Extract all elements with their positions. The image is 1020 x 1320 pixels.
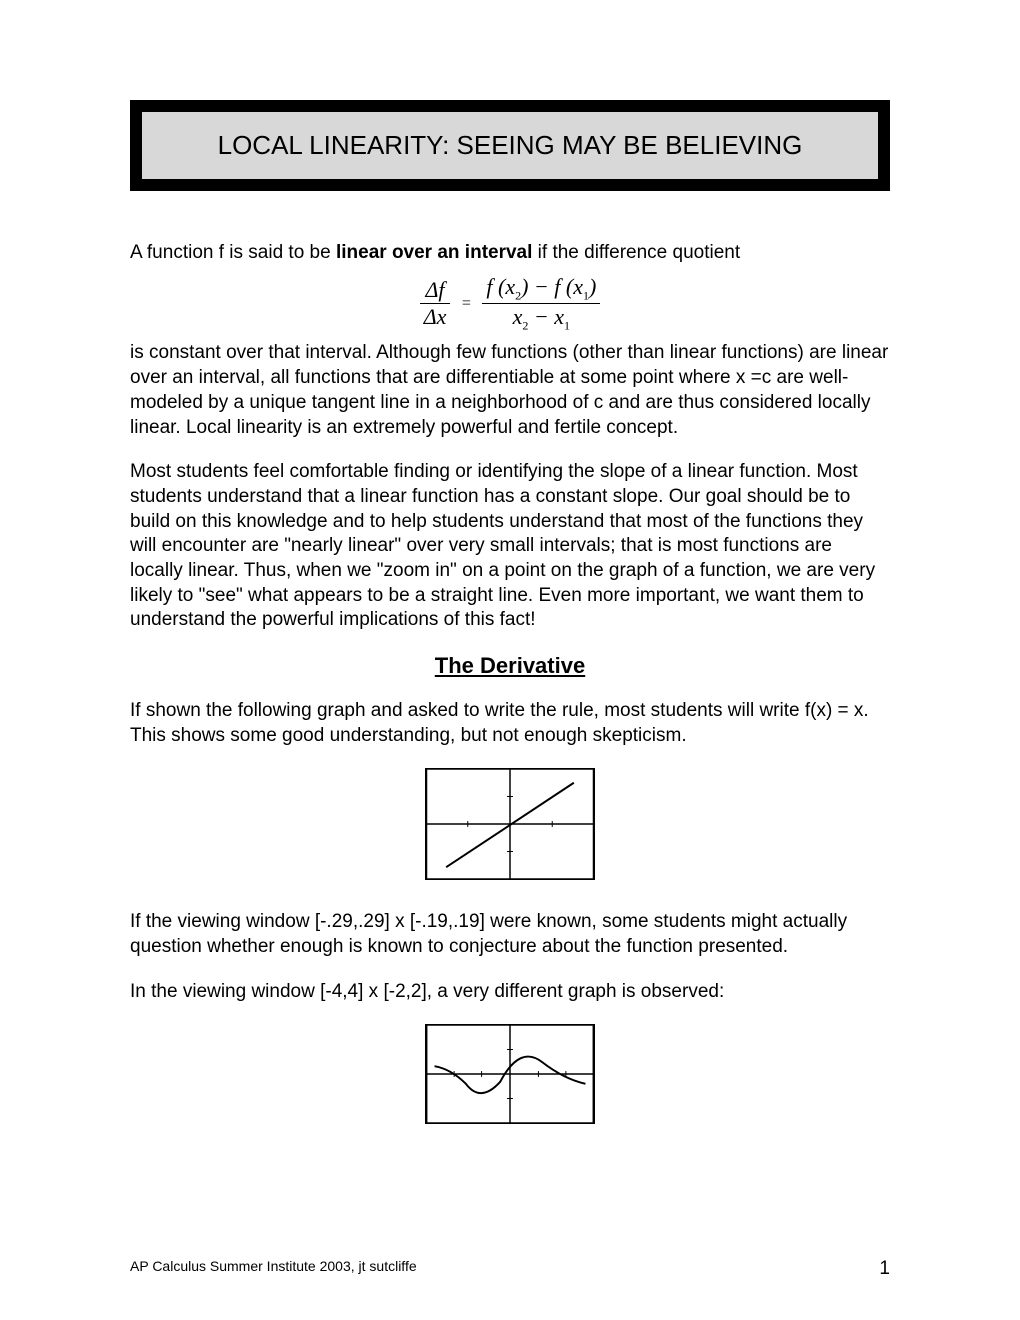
paragraph-intro: A function f is said to be linear over a… (130, 241, 890, 266)
graph-1-container (130, 768, 890, 885)
formula-left-num: Δf (420, 277, 451, 304)
formula-left-den: Δx (420, 304, 451, 330)
para1-bold: linear over an interval (336, 242, 532, 263)
formula-equals: = (456, 295, 477, 313)
para1-post: if the difference quotient (532, 242, 740, 263)
page-title: LOCAL LINEARITY: SEEING MAY BE BELIEVING (162, 130, 858, 161)
paragraph-2: is constant over that interval. Although… (130, 341, 890, 440)
formula-left-fraction: Δf Δx (420, 277, 451, 330)
paragraph-4: If shown the following graph and asked t… (130, 699, 890, 748)
title-inner: LOCAL LINEARITY: SEEING MAY BE BELIEVING (140, 110, 880, 181)
paragraph-5: If the viewing window [-.29,.29] x [-.19… (130, 910, 890, 959)
title-container: LOCAL LINEARITY: SEEING MAY BE BELIEVING (130, 100, 890, 191)
formula-right-fraction: f (x2) − f (x1) x2 − x1 (482, 274, 600, 334)
para1-pre: A function f is said to be (130, 242, 336, 263)
graph-2-container (130, 1024, 890, 1129)
formula-right-num: f (x2) − f (x1) (482, 274, 600, 304)
difference-quotient-formula: Δf Δx = f (x2) − f (x1) x2 − x1 (130, 274, 890, 334)
graph-linear (425, 768, 595, 880)
paragraph-3: Most students feel comfortable finding o… (130, 460, 890, 633)
page-footer: AP Calculus Summer Institute 2003, jt su… (130, 1258, 890, 1280)
graph-sine (425, 1024, 595, 1124)
formula-right-den: x2 − x1 (482, 304, 600, 333)
paragraph-6: In the viewing window [-4,4] x [-2,2], a… (130, 980, 890, 1005)
page-number: 1 (879, 1258, 890, 1280)
footer-text: AP Calculus Summer Institute 2003, jt su… (130, 1258, 417, 1274)
section-heading-derivative: The Derivative (130, 653, 890, 679)
